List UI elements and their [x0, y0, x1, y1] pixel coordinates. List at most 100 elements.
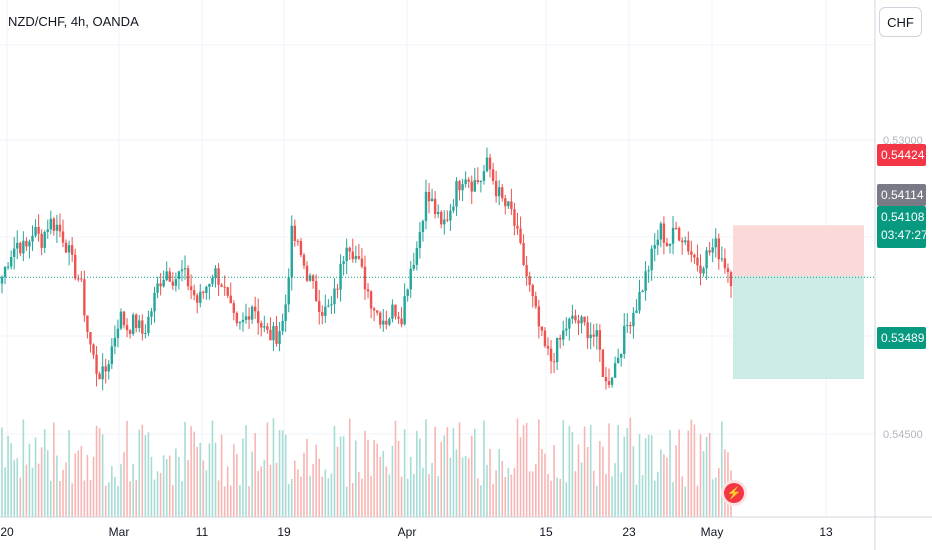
volume-bar — [269, 464, 272, 517]
volume-bar — [34, 437, 37, 517]
candle-body — [491, 169, 495, 181]
candle-body — [488, 157, 492, 170]
candle-body — [522, 242, 525, 266]
candle-body — [92, 344, 95, 355]
candle-body — [723, 258, 727, 269]
candle-body — [202, 291, 205, 293]
candle-body — [19, 242, 22, 254]
candle-body — [577, 320, 580, 324]
volume-bar — [80, 445, 83, 517]
candle-body — [388, 318, 391, 325]
candle-body — [641, 290, 644, 293]
volume-bar — [168, 455, 171, 517]
candle-body — [729, 272, 733, 287]
volume-bar — [650, 435, 653, 517]
volume-bar — [208, 443, 211, 517]
volume-bar — [272, 418, 275, 517]
volume-bar — [71, 483, 73, 517]
candle-body — [86, 315, 89, 333]
volume-bar — [178, 456, 180, 517]
lightning-icon[interactable]: ⚡ — [724, 483, 744, 503]
volume-bar — [315, 444, 317, 517]
candle-body — [229, 295, 232, 304]
x-tick-label: 20 — [0, 525, 14, 539]
candle-body — [513, 209, 516, 226]
candle-body — [382, 320, 385, 325]
volume-bar — [690, 419, 693, 517]
volume-bar — [391, 445, 394, 517]
candle-body — [501, 187, 504, 199]
candle-body — [574, 315, 577, 321]
candle-body — [418, 232, 422, 249]
volume-bar — [666, 457, 668, 517]
volume-bar — [556, 477, 558, 517]
candle-body — [699, 265, 702, 274]
volume-bar — [181, 481, 183, 517]
volume-bar — [309, 475, 311, 517]
volume-bar — [406, 478, 409, 517]
volume-bar — [348, 418, 351, 517]
candle-body — [363, 266, 367, 290]
volume-bar — [538, 419, 540, 517]
candle-body — [186, 268, 190, 287]
volume-bar — [699, 434, 702, 517]
volume-bar — [419, 438, 421, 517]
current-price-label: 03:47:27 — [881, 228, 928, 242]
volume-bar — [321, 476, 324, 517]
volume-bar — [626, 427, 629, 517]
volume-bar — [513, 467, 516, 517]
volume-bar — [263, 459, 266, 517]
x-tick-label: Apr — [398, 525, 417, 539]
candle-body — [510, 201, 513, 210]
candle-body — [726, 268, 730, 273]
candle-body — [467, 179, 470, 182]
candle-body — [241, 319, 245, 323]
volume-bar — [83, 480, 86, 517]
candle-body — [321, 312, 324, 316]
volume-bar — [196, 446, 199, 517]
volume-bar — [312, 464, 314, 517]
candle-body — [433, 198, 437, 215]
volume-bar — [290, 478, 293, 517]
candle-body — [61, 231, 65, 243]
candle-body — [189, 286, 193, 291]
volume-bar — [681, 476, 683, 517]
volume-bar — [602, 446, 604, 517]
volume-bar — [330, 473, 333, 517]
volume-bar — [504, 477, 507, 517]
candle-body — [159, 283, 162, 287]
candle-body — [208, 283, 211, 287]
volume-bar — [233, 444, 235, 517]
volume-bar — [16, 458, 19, 517]
candle-body — [650, 248, 653, 271]
candle-body — [372, 308, 376, 311]
volume-bar — [656, 471, 659, 517]
currency-button[interactable]: CHF — [879, 7, 922, 37]
candle-body — [131, 314, 135, 334]
volume-bar — [303, 452, 305, 517]
candle-body — [656, 239, 659, 246]
candle-body — [708, 250, 711, 253]
stop-price-label-bg — [877, 144, 926, 166]
volume-bar — [104, 485, 107, 517]
volume-bar — [586, 446, 589, 517]
volume-bar — [19, 477, 22, 517]
volume-bar — [1, 427, 3, 517]
volume-bar — [470, 435, 473, 517]
volume-bar — [565, 482, 568, 517]
candle-body — [638, 292, 641, 311]
candle-body — [351, 251, 354, 260]
volume-bar — [193, 431, 195, 517]
volume-bar — [187, 459, 189, 517]
candle-body — [150, 311, 153, 317]
volume-bar — [86, 454, 89, 517]
volume-bar — [510, 474, 513, 517]
volume-bar — [40, 447, 43, 517]
volume-bar — [653, 480, 656, 517]
volume-bar — [577, 444, 580, 517]
candle-body — [153, 292, 156, 312]
volume-bar — [287, 483, 290, 517]
volume-bar — [126, 420, 128, 517]
volume-bar — [120, 464, 122, 517]
